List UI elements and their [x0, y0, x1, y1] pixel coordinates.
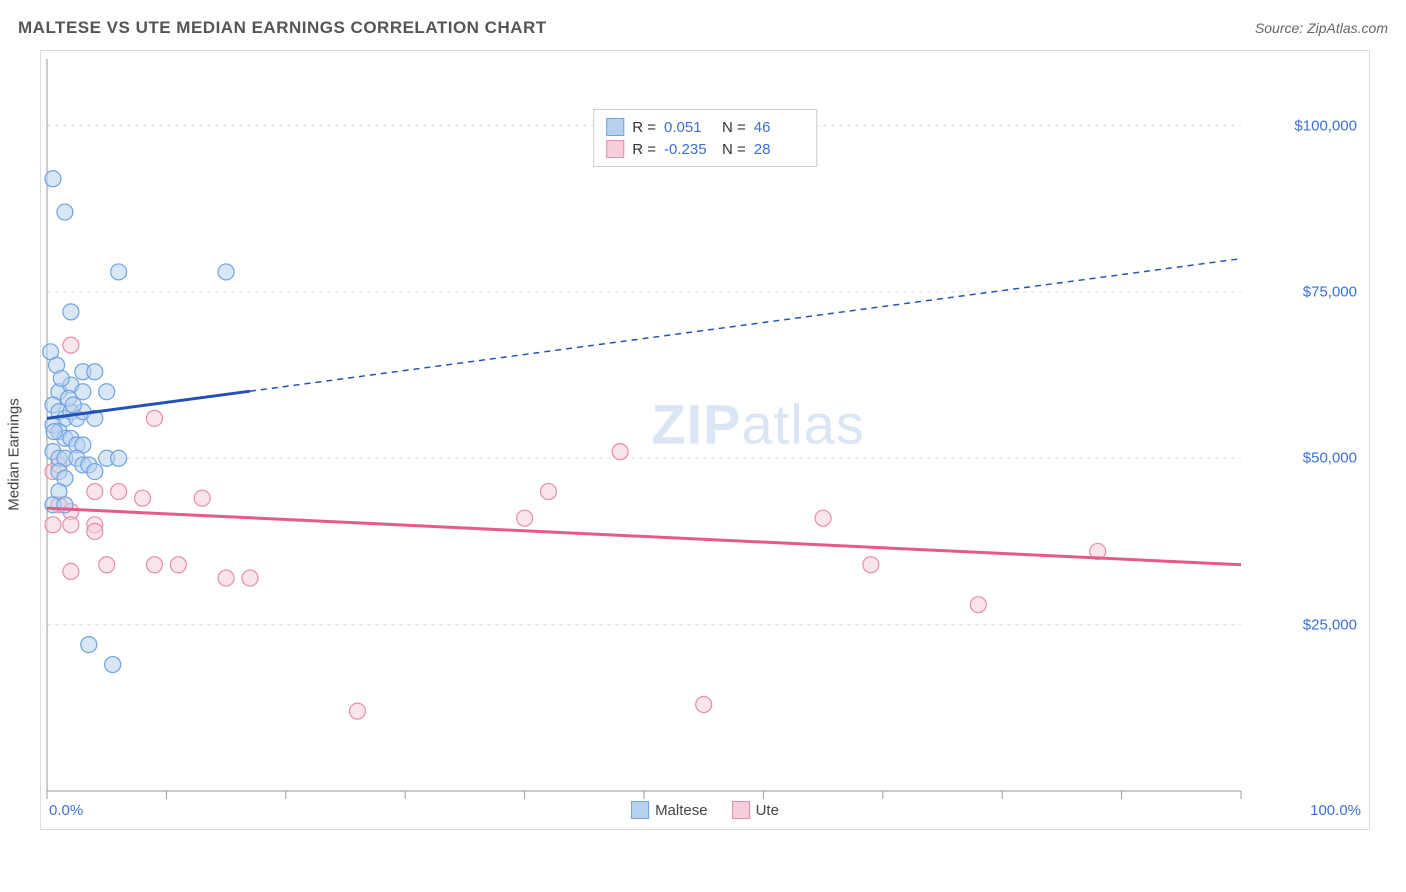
chart-plot-area: ZIPatlas R =0.051N =46R =-0.235N =28 0.0…	[40, 50, 1370, 830]
series-legend-item: Maltese	[631, 801, 708, 819]
y-axis-tick-label: $75,000	[1303, 283, 1357, 300]
series-legend: Maltese Ute	[631, 801, 779, 819]
legend-swatch	[631, 801, 649, 819]
legend-swatch	[606, 118, 624, 136]
chart-svg	[41, 51, 1371, 831]
stats-legend-row: R =0.051N =46	[606, 116, 804, 138]
series-legend-label: Ute	[756, 802, 779, 819]
stats-legend: R =0.051N =46R =-0.235N =28	[593, 109, 817, 167]
y-axis-tick-label: $100,000	[1294, 117, 1357, 134]
y-axis-tick-label: $25,000	[1303, 616, 1357, 633]
y-axis-label: Median Earnings	[6, 398, 23, 511]
stats-legend-row: R =-0.235N =28	[606, 138, 804, 160]
legend-swatch	[732, 801, 750, 819]
chart-source: Source: ZipAtlas.com	[1255, 20, 1388, 36]
legend-swatch	[606, 140, 624, 158]
chart-title: MALTESE VS UTE MEDIAN EARNINGS CORRELATI…	[18, 18, 547, 38]
x-axis-min-label: 0.0%	[49, 802, 83, 819]
x-axis-max-label: 100.0%	[1310, 802, 1361, 819]
y-axis-tick-label: $50,000	[1303, 450, 1357, 467]
series-legend-item: Ute	[732, 801, 779, 819]
series-legend-label: Maltese	[655, 802, 708, 819]
